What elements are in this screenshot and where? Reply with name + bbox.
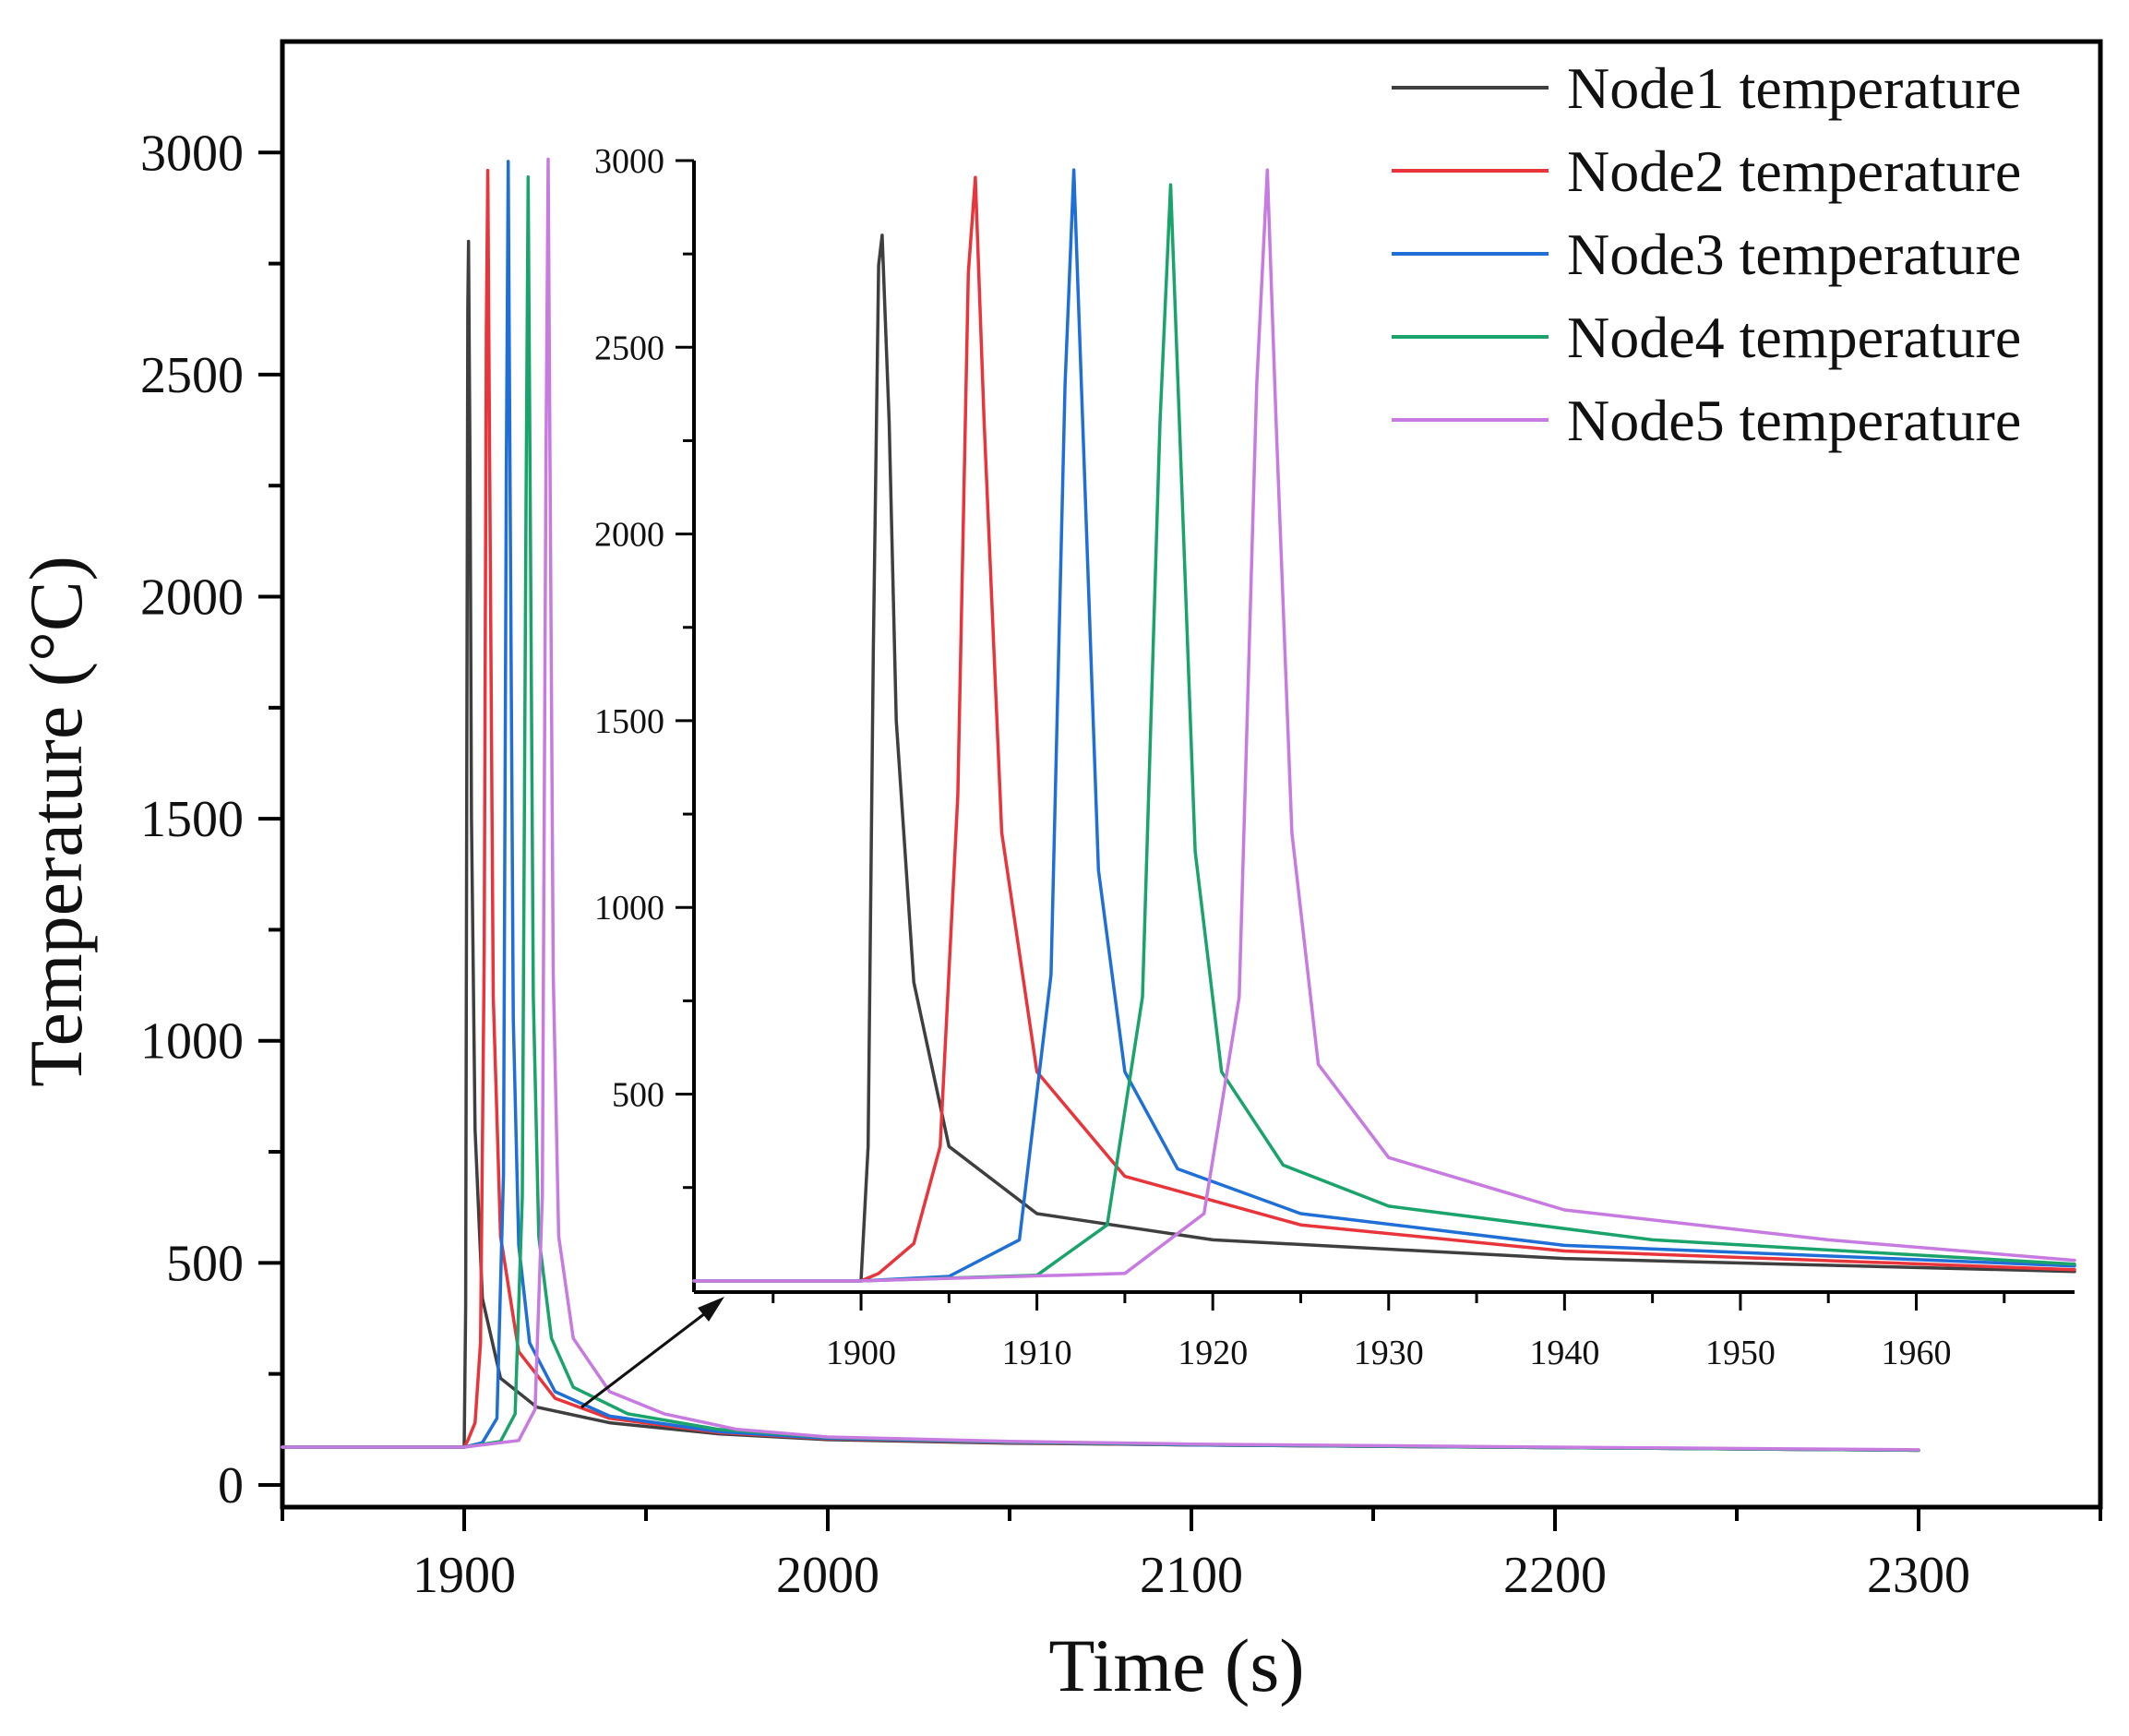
inset-x-tick-label: 1950 (1705, 1334, 1776, 1372)
legend-label-node2: Node2 temperature (1567, 138, 2021, 204)
inset-chart: 1900 1910 1920 1930 1940 1950 1960 500 1000 1500… (594, 142, 2076, 1372)
main-x-tick-label: 2200 (1503, 1547, 1607, 1604)
main-y-tick-label: 2000 (140, 569, 244, 627)
inset-x-tick-label: 1910 (1002, 1334, 1072, 1372)
legend-label-node1: Node1 temperature (1567, 55, 2021, 121)
x-axis-title: Time (s) (1048, 1623, 1304, 1707)
main-x-tick-label: 2300 (1867, 1547, 1970, 1604)
legend-entry-node5: Node5 temperature (1392, 388, 2021, 453)
inset-y-tick-label: 2500 (594, 329, 664, 367)
main-series-line-node5 (281, 157, 1920, 1452)
legend-label-node4: Node4 temperature (1567, 305, 2021, 370)
main-series-lines (281, 157, 1920, 1453)
inset-background (694, 161, 2075, 1292)
main-y-tick-labels: 0 500 1000 1500 2000 2500 3000 (140, 125, 244, 1515)
inset-x-tick-label: 1920 (1178, 1334, 1248, 1372)
zoom-arrow (580, 1297, 724, 1409)
main-y-tick-label: 2500 (140, 347, 244, 404)
legend-entry-node3: Node3 temperature (1392, 221, 2021, 287)
zoom-arrow-shaft (580, 1309, 710, 1409)
inset-x-tick-label: 1900 (826, 1334, 896, 1372)
legend: Node1 temperature Node2 temperature Node3 … (1392, 55, 2021, 453)
inset-series-line-node3 (692, 168, 2076, 1283)
inset-x-axis-ticks (771, 1292, 2006, 1311)
inset-y-axis-ticks (676, 159, 694, 1190)
main-y-tick-label: 1000 (140, 1013, 244, 1071)
zoom-arrow-head (698, 1297, 724, 1322)
inset-series-line-node2 (692, 175, 2076, 1283)
main-x-tick-labels: 1900 2000 2100 2200 2300 (413, 1547, 1970, 1604)
inset-y-tick-labels: 500 1000 1500 2000 2500 3000 (594, 142, 664, 1115)
inset-y-tick-label: 1000 (594, 889, 664, 928)
main-x-tick-label: 1900 (413, 1547, 516, 1604)
inset-y-tick-label: 500 (612, 1076, 664, 1115)
main-chart: 1900 2000 2100 2200 2300 0 500 1000 1500 2000 250… (14, 39, 2103, 1707)
legend-entry-node1: Node1 temperature (1392, 55, 2021, 121)
legend-entry-node4: Node4 temperature (1392, 305, 2021, 370)
legend-label-node5: Node5 temperature (1567, 388, 2021, 453)
inset-y-tick-label: 3000 (594, 142, 664, 181)
legend-label-node3: Node3 temperature (1567, 221, 2021, 287)
inset-x-tick-label: 1940 (1529, 1334, 1599, 1372)
inset-series-line-node4 (692, 183, 2076, 1283)
inset-x-tick-label: 1960 (1881, 1334, 1951, 1372)
inset-x-tick-labels: 1900 1910 1920 1930 1940 1950 1960 (826, 1334, 1951, 1372)
main-y-tick-label: 3000 (140, 125, 244, 182)
main-x-tick-label: 2100 (1140, 1547, 1243, 1604)
main-y-tick-label: 0 (218, 1457, 244, 1515)
main-y-tick-label: 1500 (140, 791, 244, 848)
main-x-axis-ticks (281, 1507, 2102, 1531)
main-y-tick-label: 500 (166, 1235, 244, 1292)
legend-entry-node2: Node2 temperature (1392, 138, 2021, 204)
inset-y-tick-label: 2000 (594, 516, 664, 555)
y-axis-title: Temperature (°C) (14, 556, 98, 1087)
inset-y-tick-label: 1500 (594, 702, 664, 741)
inset-x-tick-label: 1930 (1354, 1334, 1424, 1372)
inset-series-line-node1 (692, 233, 2076, 1283)
inset-series-lines (692, 168, 2076, 1283)
main-y-axis-ticks (258, 150, 282, 1487)
inset-series-line-node5 (692, 168, 2076, 1283)
main-x-tick-label: 2000 (776, 1547, 879, 1604)
